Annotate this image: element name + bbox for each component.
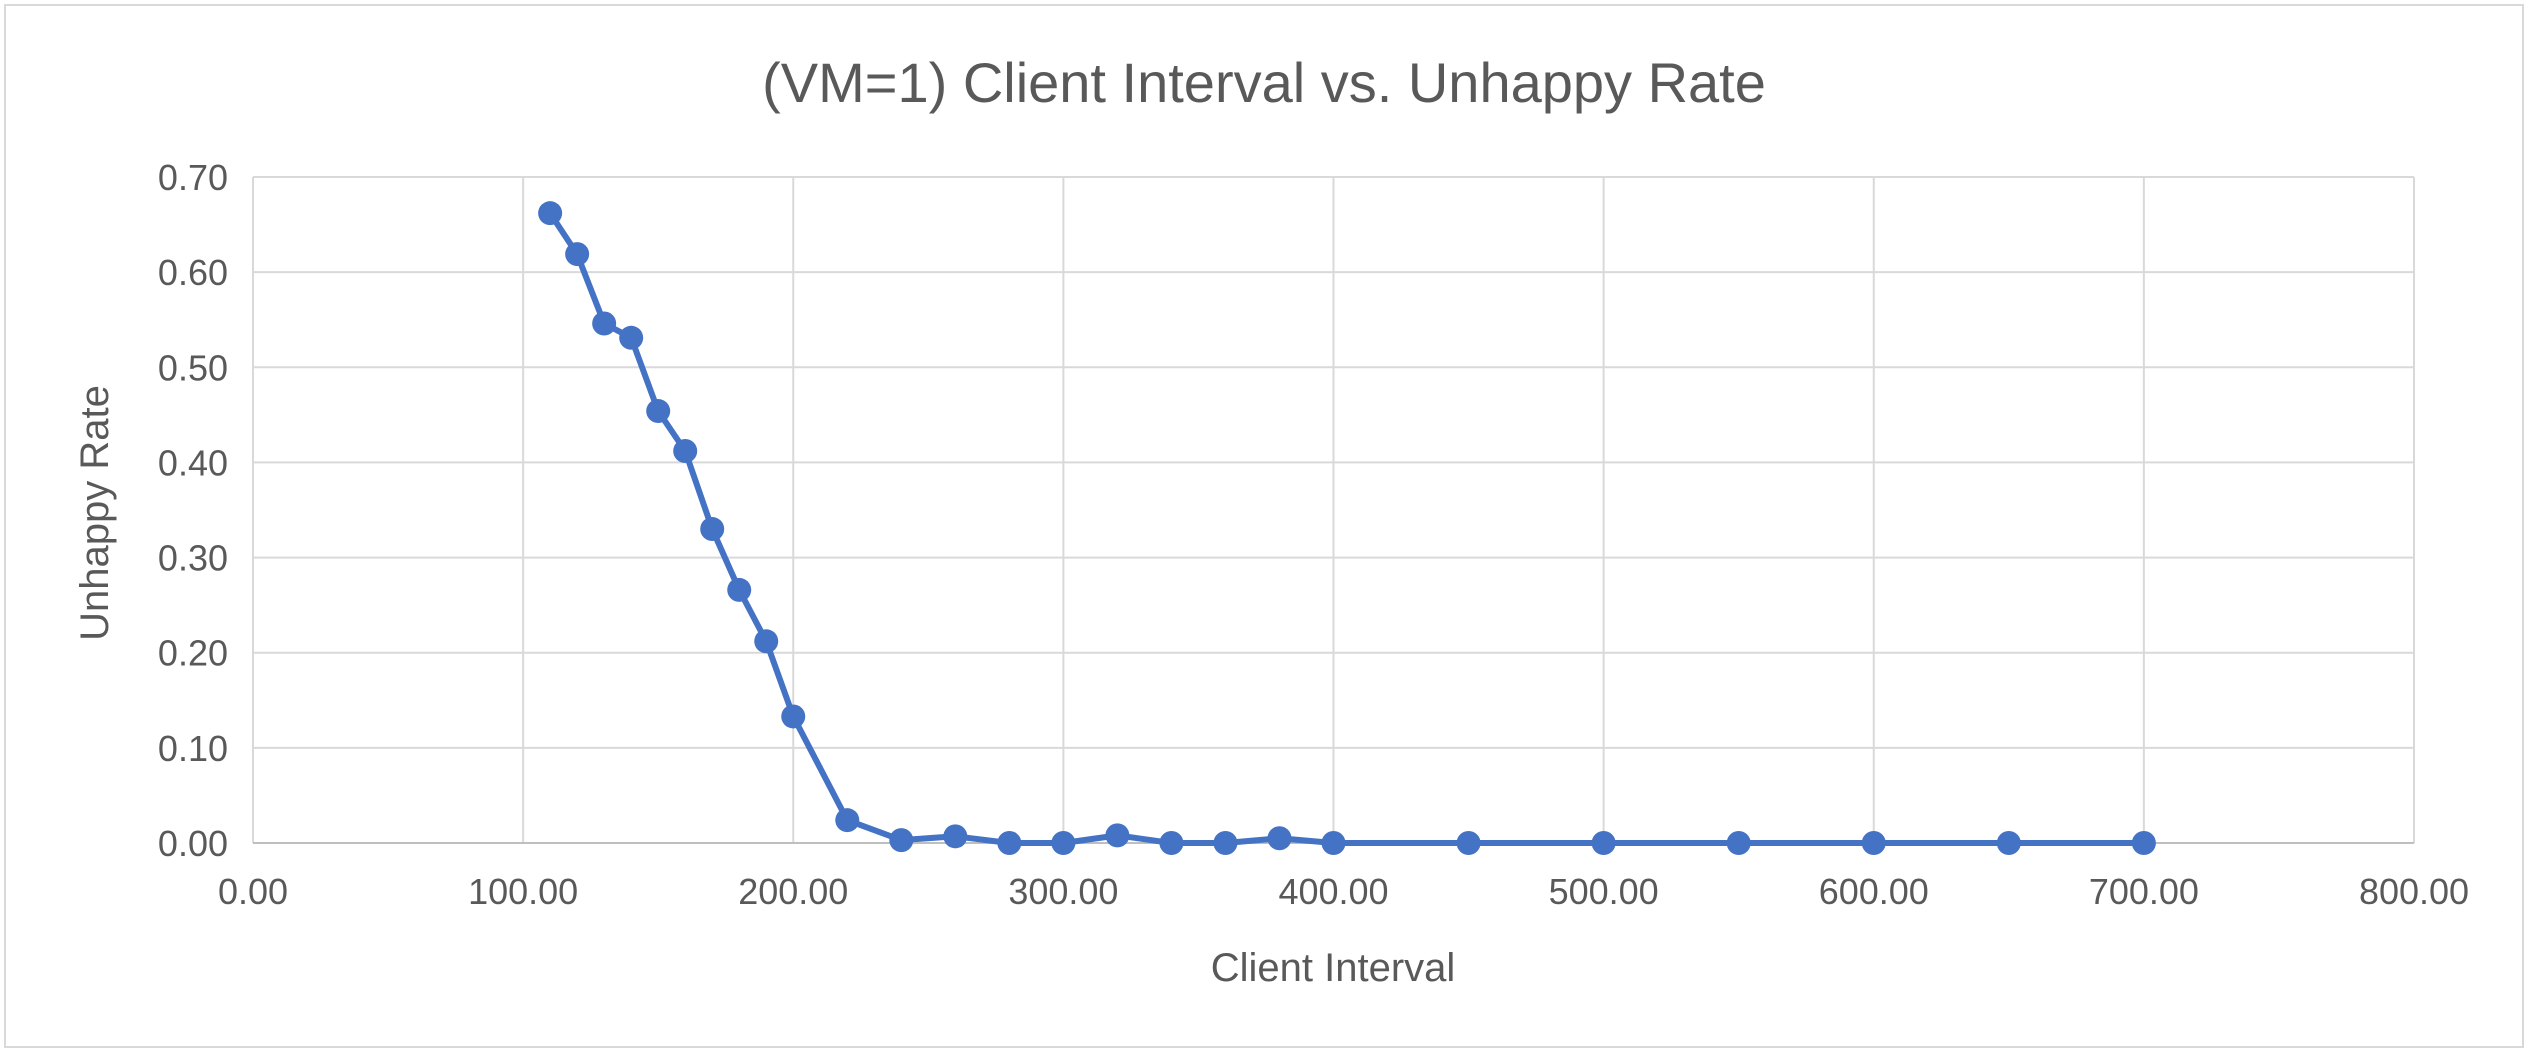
data-point: [889, 828, 914, 853]
data-point: [538, 201, 563, 226]
data-point: [1996, 831, 2021, 855]
data-point: [997, 831, 1022, 855]
x-tick-label: 400.00: [1278, 871, 1388, 912]
data-point: [592, 311, 617, 336]
data-point: [700, 517, 725, 542]
data-point: [2131, 831, 2156, 855]
series-layer: [538, 201, 2156, 855]
x-tick-label: 800.00: [2359, 871, 2469, 912]
data-point: [754, 629, 779, 654]
x-tick-label: 700.00: [2089, 871, 2199, 912]
y-tick-labels: 0.00 0.10 0.20 0.30 0.40 0.50 0.60 0.70: [158, 157, 228, 864]
chart: (VM=1) Client Interval vs. Unhappy Rate …: [73, 51, 2469, 990]
y-tick-label: 0.20: [158, 633, 228, 674]
data-point: [619, 325, 644, 350]
data-point: [1321, 831, 1346, 855]
y-tick-label: 0.40: [158, 442, 228, 483]
data-point: [1861, 831, 1886, 855]
chart-title: (VM=1) Client Interval vs. Unhappy Rate: [762, 51, 1766, 114]
y-tick-label: 0.60: [158, 252, 228, 293]
gridlines: [253, 176, 2415, 843]
data-point: [1456, 831, 1481, 855]
data-point: [1159, 831, 1184, 855]
data-point: [1105, 823, 1130, 848]
data-point: [1213, 831, 1238, 855]
data-point: [1726, 831, 1751, 855]
x-tick-label: 300.00: [1008, 871, 1118, 912]
x-tick-label: 500.00: [1549, 871, 1659, 912]
data-point: [943, 824, 968, 849]
data-point: [565, 242, 590, 267]
data-point: [1267, 826, 1292, 851]
x-axis-title: Client Interval: [1211, 946, 1456, 990]
y-tick-label: 0.10: [158, 728, 228, 769]
x-tick-label: 200.00: [738, 871, 848, 912]
data-point: [781, 704, 806, 729]
x-tick-label: 600.00: [1819, 871, 1929, 912]
y-tick-label: 0.50: [158, 347, 228, 388]
data-point: [1591, 831, 1616, 855]
chart-frame: (VM=1) Client Interval vs. Unhappy Rate …: [4, 4, 2524, 1048]
y-tick-label: 0.70: [158, 157, 228, 198]
data-point: [835, 808, 860, 833]
data-point: [646, 399, 671, 424]
data-point: [1051, 831, 1076, 855]
y-tick-label: 0.30: [158, 538, 228, 579]
x-tick-labels: 0.00 100.00 200.00 300.00 400.00 500.00 600.00…: [218, 871, 2469, 912]
x-tick-label: 100.00: [468, 871, 578, 912]
y-tick-label: 0.00: [158, 823, 228, 864]
data-point: [673, 439, 698, 464]
x-tick-label: 0.00: [218, 871, 288, 912]
y-axis-title: Unhappy Rate: [73, 385, 117, 641]
data-point: [727, 577, 752, 602]
